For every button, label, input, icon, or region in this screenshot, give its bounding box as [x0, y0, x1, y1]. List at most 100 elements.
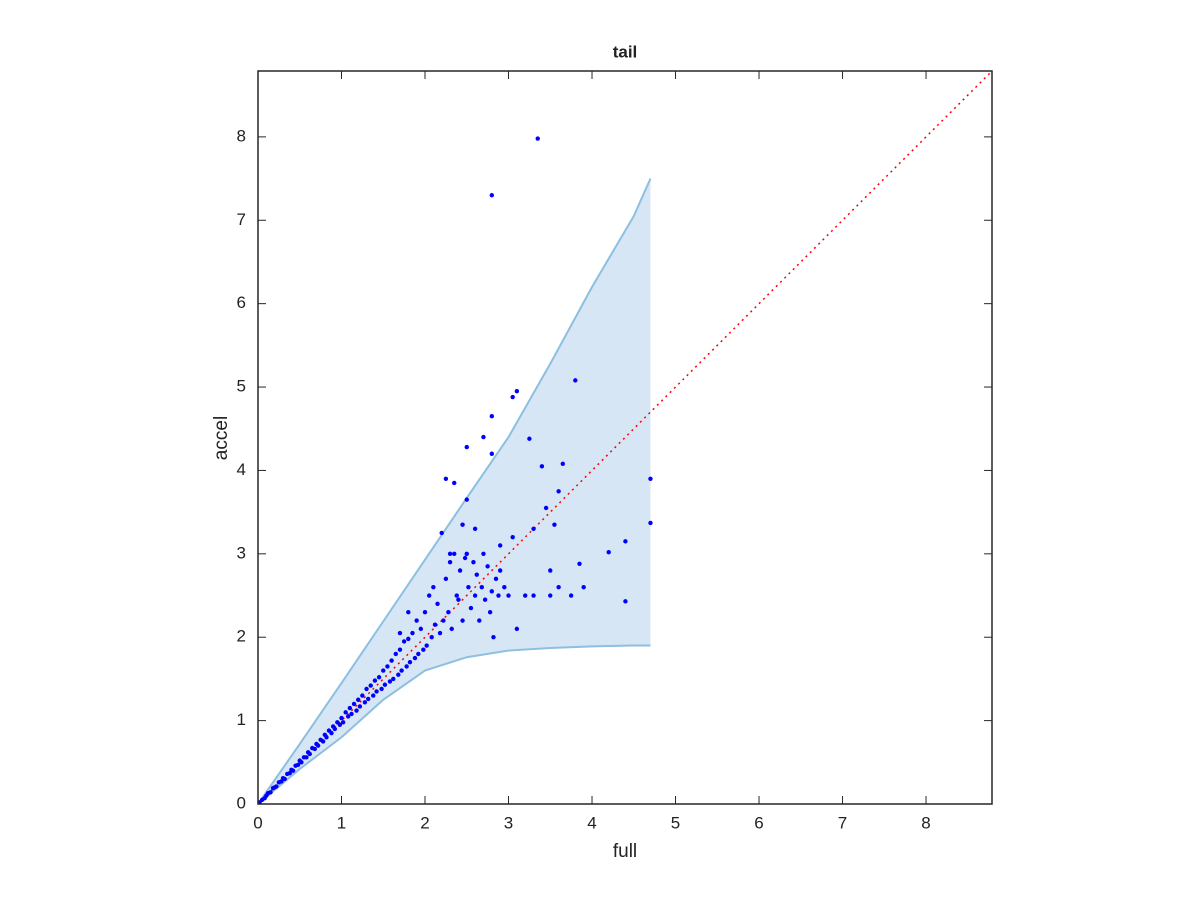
scatter-point — [560, 461, 565, 466]
x-tick-label: 2 — [420, 813, 429, 832]
scatter-point — [514, 389, 520, 394]
scatter-point — [354, 708, 359, 713]
scatter-point — [274, 784, 279, 789]
scatter-point — [443, 476, 449, 481]
scatter-point — [485, 564, 490, 569]
scatter-point — [412, 655, 418, 661]
scatter-point — [343, 710, 348, 715]
scatter-point — [527, 436, 532, 441]
scatter-point — [531, 526, 536, 532]
scatter-point — [514, 626, 520, 632]
scatter-point — [372, 678, 378, 683]
scatter-point — [460, 522, 465, 527]
scatter-point — [548, 593, 553, 598]
scatter-point — [489, 193, 495, 198]
scatter-point — [418, 626, 424, 632]
x-tick-label: 1 — [337, 813, 346, 832]
scatter-point — [477, 618, 482, 623]
scatter-point — [410, 630, 415, 636]
reference-line — [257, 70, 993, 805]
scatter-point — [357, 704, 363, 709]
scatter-point — [447, 551, 453, 557]
scatter-point — [481, 551, 486, 557]
scatter-point — [456, 597, 461, 602]
scatter-point — [393, 651, 398, 657]
x-tick-label: 4 — [587, 813, 596, 832]
scatter-point — [497, 543, 503, 548]
scatter-point — [299, 760, 304, 765]
scatter-point — [648, 520, 653, 526]
scatter-point — [439, 530, 444, 536]
scatter-point — [496, 593, 501, 598]
scatter-point — [464, 551, 469, 557]
scatter-point — [347, 705, 353, 711]
y-tick-label: 3 — [237, 543, 246, 562]
scatter-point — [368, 683, 373, 688]
scatter-point — [339, 715, 344, 721]
x-tick-label: 7 — [838, 813, 847, 832]
scatter-point — [404, 664, 409, 669]
scatter-point — [648, 476, 653, 481]
scatter-point — [282, 776, 287, 782]
scatter-point — [397, 647, 403, 652]
scatter-point — [295, 762, 301, 768]
scatter-point — [606, 549, 611, 555]
scatter-point — [422, 610, 428, 615]
scatter-point — [432, 622, 438, 627]
scatter-point — [464, 497, 469, 502]
scatter-point — [379, 686, 384, 692]
scatter-point — [406, 610, 411, 615]
scatter-point — [356, 697, 361, 702]
scatter-point — [399, 668, 404, 673]
scatter-point — [457, 568, 463, 573]
y-tick-label: 7 — [237, 210, 246, 229]
scatter-point — [489, 589, 495, 594]
scatter-point — [441, 618, 446, 623]
scatter-point — [462, 555, 468, 561]
scatter-point — [320, 739, 326, 744]
scatter-point — [329, 730, 334, 736]
scatter-point — [623, 599, 628, 604]
plot-frame — [257, 70, 993, 805]
x-tick-label: 6 — [754, 813, 763, 832]
scatter-point — [426, 593, 432, 598]
scatter-point — [376, 675, 382, 680]
scatter-point — [548, 568, 553, 573]
scatter-point — [424, 643, 429, 648]
scatter-point — [382, 682, 388, 687]
scatter-point — [568, 593, 574, 598]
scatter-point — [577, 561, 582, 567]
scatter-point — [446, 610, 451, 615]
scatter-point — [387, 679, 393, 684]
x-tick-label: 0 — [253, 813, 262, 832]
scatter-point — [429, 635, 434, 640]
band-lower-edge — [257, 644, 651, 805]
scatter-point — [371, 693, 376, 698]
scatter-point — [502, 584, 507, 590]
scatter-point — [349, 711, 354, 717]
x-tick-label: 5 — [671, 813, 680, 832]
chart-title: tail — [613, 42, 638, 61]
scatter-point — [397, 630, 403, 636]
scatter-point — [506, 593, 511, 598]
scatter-point — [324, 735, 329, 740]
scatter-point — [401, 639, 407, 644]
scatter-point — [479, 584, 484, 590]
scatter-point — [491, 635, 496, 640]
scatter-point — [332, 726, 338, 732]
scatter-point — [581, 584, 586, 590]
scatter-point — [304, 755, 309, 760]
scatter-point — [472, 526, 478, 532]
scatter-point — [268, 790, 273, 795]
scatter-point — [279, 779, 284, 784]
scatter-point — [449, 626, 454, 632]
scatter-point — [290, 768, 296, 773]
scatter-point — [362, 700, 368, 705]
scatter-point — [391, 676, 396, 682]
scatter-point — [466, 584, 471, 590]
scatter-point — [351, 701, 357, 707]
scatter-point — [381, 668, 386, 673]
y-tick-label: 6 — [237, 293, 246, 312]
scatter-point — [396, 672, 401, 677]
scatter-point — [487, 610, 493, 615]
